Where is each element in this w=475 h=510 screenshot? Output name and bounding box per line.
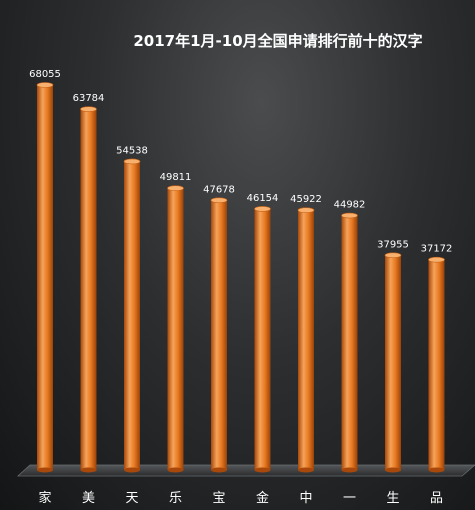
bar-top-1: [36, 82, 54, 88]
bar-top-10: [428, 256, 445, 263]
data-label-4: 49811: [160, 172, 192, 183]
bar-3: [124, 161, 140, 470]
data-label-3: 54538: [116, 145, 148, 156]
bar-base-7: [298, 467, 314, 473]
bar-9: [385, 255, 401, 470]
bar-top-3: [123, 158, 141, 165]
bar-10: [428, 259, 445, 470]
data-label-10: 37172: [421, 244, 453, 255]
category-label-7: 中: [299, 491, 312, 506]
category-label-9: 生: [386, 491, 399, 506]
data-label-6: 46154: [247, 193, 279, 204]
category-label-8: 一: [343, 491, 356, 506]
category-label-5: 宝: [212, 491, 225, 506]
chart-title: 2017年1月-10月全国申请排行前十的汉字: [133, 32, 423, 50]
data-label-9: 37955: [377, 239, 409, 250]
bar-base-9: [385, 467, 401, 473]
bar-top-9: [384, 252, 402, 259]
bar-top-7: [297, 207, 315, 214]
bar-top-6: [254, 206, 271, 212]
bar-base-2: [80, 467, 97, 473]
category-label-1: 家: [38, 490, 51, 506]
bar-top-2: [80, 106, 97, 112]
bar-2: [80, 109, 97, 470]
bar-base-3: [124, 467, 140, 473]
bar-base-8: [341, 467, 358, 473]
category-label-10: 品: [430, 491, 443, 506]
bar-8: [341, 215, 358, 470]
data-label-2: 63784: [73, 93, 105, 104]
bar-top-4: [167, 185, 184, 192]
category-label-2: 美: [82, 491, 95, 506]
category-label-6: 金: [256, 490, 269, 506]
bar-top-5: [210, 197, 228, 204]
bar-4: [167, 188, 184, 470]
bar-5: [211, 200, 227, 470]
data-label-5: 47678: [203, 184, 235, 195]
bar-base-10: [428, 467, 445, 473]
bar-base-5: [211, 467, 227, 473]
data-label-8: 44982: [334, 200, 366, 211]
category-label-4: 乐: [169, 491, 182, 506]
bar-base-6: [254, 467, 271, 473]
bar-base-1: [37, 467, 53, 473]
bar-7: [298, 210, 314, 470]
data-label-7: 45922: [290, 194, 322, 205]
bar-top-8: [341, 212, 358, 219]
data-label-1: 68055: [29, 69, 61, 80]
bar-6: [254, 208, 271, 470]
bar-base-4: [167, 467, 184, 473]
category-label-3: 天: [125, 491, 138, 506]
bar-1: [37, 85, 53, 470]
